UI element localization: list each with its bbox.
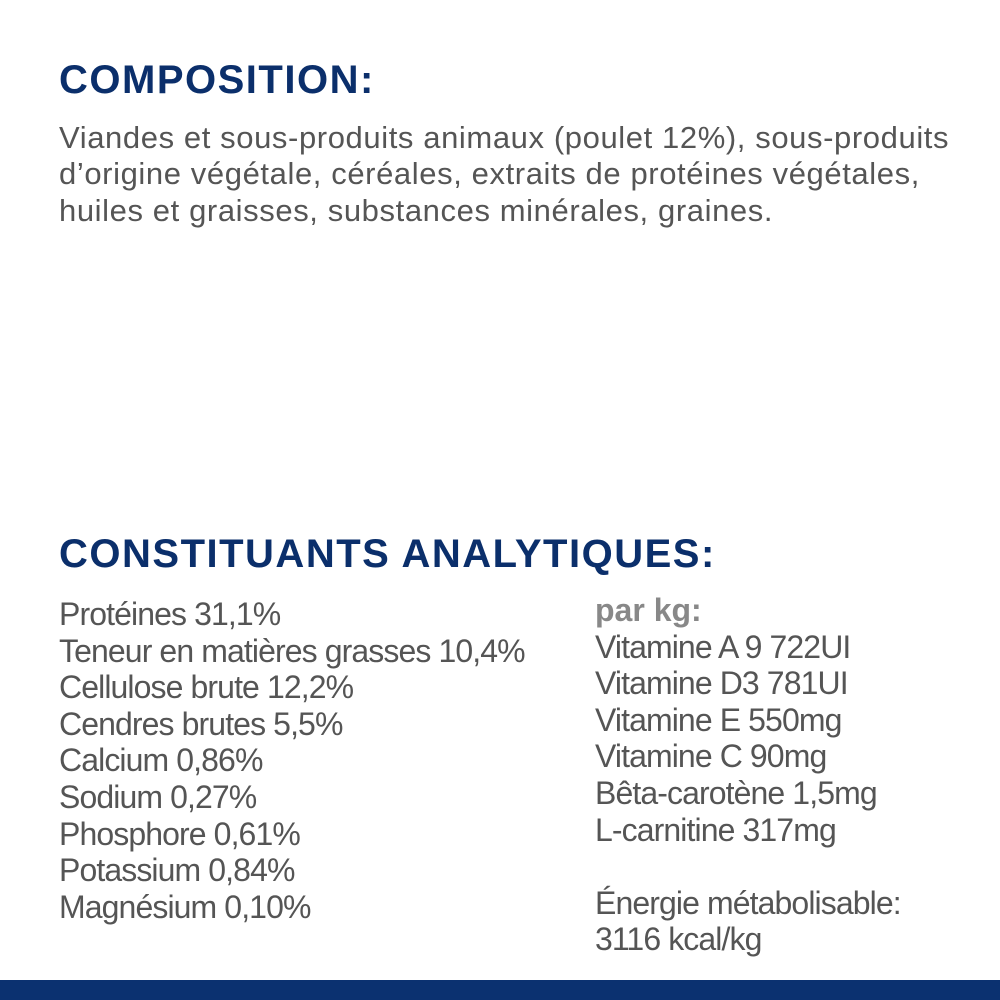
- spacer: [595, 848, 901, 885]
- constituent-item: Teneur en matières grasses 10,4%: [59, 632, 526, 669]
- constituent-item: Potassium 0,84%: [59, 852, 295, 889]
- per-kg-item: Vitamine A 9 722UI: [595, 628, 851, 665]
- composition-heading: COMPOSITION:: [59, 58, 375, 102]
- bottom-bar: [0, 980, 1000, 1000]
- per-kg-item: Vitamine D3 781UI: [595, 665, 849, 702]
- analytical-heading: CONSTITUANTS ANALYTIQUES:: [59, 532, 716, 576]
- per-kg-item: L-carnitine 317mg: [595, 811, 837, 848]
- constituent-item: Protéines 31,1%: [59, 596, 281, 632]
- composition-text: Viandes et sous-produits animaux (poulet…: [59, 120, 950, 228]
- per-kg-item: Vitamine C 90mg: [595, 738, 827, 775]
- per-kg-label: par kg:: [595, 592, 702, 628]
- constituent-item: Cendres brutes 5,5%: [59, 705, 343, 742]
- constituents-list: Protéines 31,1% Teneur en matières grass…: [59, 596, 526, 925]
- per-kg-item: Bêta-carotène 1,5mg: [595, 774, 878, 811]
- constituent-item: Calcium 0,86%: [59, 742, 263, 779]
- per-kg-list: par kg: Vitamine A 9 722UI Vitamine D3 7…: [595, 592, 902, 958]
- energy-value: 3116 kcal/kg: [595, 921, 762, 958]
- constituent-item: Magnésium 0,10%: [59, 888, 311, 925]
- energy-label: Énergie métabolisable:: [595, 884, 902, 921]
- constituent-item: Sodium 0,27%: [59, 778, 257, 815]
- constituent-item: Phosphore 0,61%: [59, 815, 301, 852]
- per-kg-item: Vitamine E 550mg: [595, 701, 842, 738]
- constituent-item: Cellulose brute 12,2%: [59, 669, 354, 706]
